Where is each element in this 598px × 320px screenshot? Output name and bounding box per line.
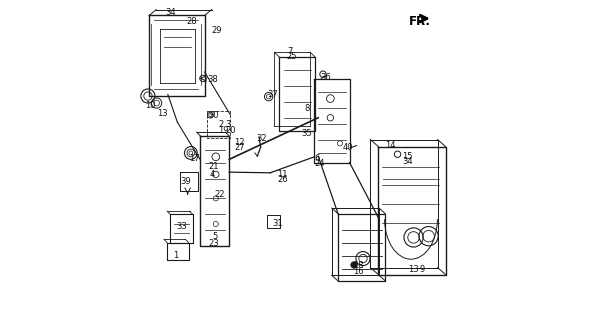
Text: 36: 36 bbox=[320, 73, 331, 82]
Text: 37: 37 bbox=[267, 90, 277, 99]
Text: 28: 28 bbox=[187, 17, 197, 26]
Text: 7: 7 bbox=[287, 47, 292, 56]
Text: 3: 3 bbox=[225, 120, 231, 129]
Text: 15: 15 bbox=[402, 152, 413, 161]
Text: 16: 16 bbox=[353, 267, 364, 276]
Text: 30: 30 bbox=[208, 111, 219, 120]
Text: 8: 8 bbox=[305, 104, 310, 113]
Text: 38: 38 bbox=[207, 75, 218, 84]
Text: 12: 12 bbox=[234, 138, 245, 147]
Text: 26: 26 bbox=[277, 175, 288, 184]
Text: 14: 14 bbox=[385, 141, 395, 150]
Text: 13: 13 bbox=[157, 109, 167, 118]
Text: 13: 13 bbox=[408, 265, 419, 274]
Circle shape bbox=[351, 262, 357, 268]
Text: 24: 24 bbox=[315, 159, 325, 168]
Text: 1: 1 bbox=[173, 252, 179, 260]
Text: 11: 11 bbox=[277, 170, 288, 179]
Text: 6: 6 bbox=[315, 154, 320, 163]
Text: 18: 18 bbox=[353, 261, 364, 270]
Text: 20: 20 bbox=[225, 126, 236, 135]
Text: 10: 10 bbox=[145, 101, 155, 110]
Text: 5: 5 bbox=[212, 232, 217, 241]
Text: 32: 32 bbox=[257, 134, 267, 143]
Text: 22: 22 bbox=[214, 190, 225, 199]
Text: 2: 2 bbox=[218, 120, 224, 129]
Text: 27: 27 bbox=[234, 143, 245, 152]
Text: 19: 19 bbox=[218, 126, 229, 135]
Text: 33: 33 bbox=[177, 222, 188, 231]
Text: 17: 17 bbox=[190, 154, 200, 163]
Text: 23: 23 bbox=[209, 239, 219, 248]
Text: 25: 25 bbox=[287, 52, 297, 61]
Text: 21: 21 bbox=[209, 162, 219, 171]
Text: 34: 34 bbox=[166, 8, 176, 17]
Text: 4: 4 bbox=[210, 170, 215, 179]
Text: 29: 29 bbox=[211, 26, 221, 35]
Text: 34: 34 bbox=[402, 157, 413, 166]
Text: 31: 31 bbox=[272, 219, 282, 228]
Text: 9: 9 bbox=[420, 265, 425, 274]
Text: 35: 35 bbox=[301, 129, 312, 138]
Text: 39: 39 bbox=[180, 177, 191, 186]
Text: FR.: FR. bbox=[409, 15, 431, 28]
Text: 40: 40 bbox=[342, 143, 353, 152]
